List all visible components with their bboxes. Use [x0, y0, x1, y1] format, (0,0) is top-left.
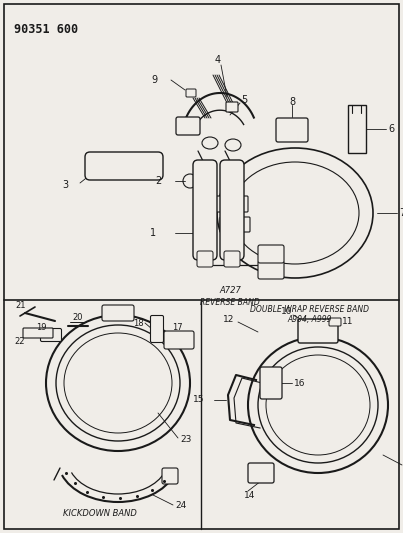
- FancyBboxPatch shape: [176, 117, 200, 135]
- Ellipse shape: [46, 315, 190, 451]
- Ellipse shape: [266, 379, 276, 387]
- FancyBboxPatch shape: [258, 261, 284, 279]
- FancyBboxPatch shape: [193, 160, 217, 260]
- Text: 23: 23: [180, 435, 191, 445]
- Ellipse shape: [225, 139, 241, 151]
- Text: REVERSE BAND: REVERSE BAND: [200, 298, 260, 307]
- FancyBboxPatch shape: [276, 118, 308, 142]
- Text: 21: 21: [15, 302, 25, 311]
- Text: 8: 8: [289, 97, 295, 107]
- FancyBboxPatch shape: [220, 160, 244, 260]
- Ellipse shape: [231, 162, 359, 264]
- Text: 11: 11: [342, 318, 353, 327]
- Text: 15: 15: [193, 395, 204, 405]
- FancyBboxPatch shape: [220, 217, 250, 232]
- FancyBboxPatch shape: [248, 463, 274, 483]
- Text: DOUBLE WRAP REVERSE BAND
A904, A999: DOUBLE WRAP REVERSE BAND A904, A999: [251, 305, 370, 325]
- Ellipse shape: [199, 179, 211, 195]
- Text: 9: 9: [151, 75, 157, 85]
- Bar: [348, 105, 366, 153]
- Ellipse shape: [56, 325, 180, 441]
- FancyBboxPatch shape: [329, 318, 341, 326]
- Text: 90351 600: 90351 600: [14, 23, 78, 36]
- Text: 20: 20: [72, 313, 83, 322]
- Ellipse shape: [202, 137, 218, 149]
- Text: 3: 3: [62, 180, 68, 190]
- Ellipse shape: [217, 148, 373, 278]
- FancyBboxPatch shape: [298, 319, 338, 343]
- Text: 1: 1: [150, 228, 156, 238]
- FancyBboxPatch shape: [260, 367, 282, 399]
- Text: 7: 7: [399, 208, 403, 218]
- FancyBboxPatch shape: [224, 251, 240, 267]
- Ellipse shape: [312, 328, 324, 338]
- FancyBboxPatch shape: [186, 89, 196, 97]
- FancyBboxPatch shape: [102, 305, 134, 321]
- FancyBboxPatch shape: [150, 316, 164, 343]
- Text: 14: 14: [244, 490, 256, 499]
- Ellipse shape: [258, 347, 378, 463]
- FancyBboxPatch shape: [226, 102, 238, 112]
- Ellipse shape: [64, 333, 172, 433]
- Text: 10: 10: [280, 308, 292, 317]
- Text: 24: 24: [175, 502, 186, 511]
- Ellipse shape: [248, 337, 388, 473]
- Ellipse shape: [226, 179, 238, 195]
- FancyBboxPatch shape: [85, 152, 163, 180]
- FancyBboxPatch shape: [216, 196, 248, 212]
- Text: 16: 16: [294, 378, 305, 387]
- FancyBboxPatch shape: [258, 245, 284, 263]
- Text: 18: 18: [133, 319, 143, 327]
- Text: A727: A727: [219, 286, 241, 295]
- Ellipse shape: [183, 174, 197, 188]
- Ellipse shape: [226, 225, 238, 241]
- Text: 19: 19: [36, 322, 46, 332]
- Ellipse shape: [266, 355, 370, 455]
- Text: 17: 17: [172, 324, 183, 333]
- Text: 22: 22: [14, 336, 25, 345]
- Text: KICKDOWN BAND: KICKDOWN BAND: [63, 509, 137, 518]
- Ellipse shape: [199, 225, 211, 241]
- FancyBboxPatch shape: [162, 468, 178, 484]
- Text: 4: 4: [215, 55, 221, 65]
- FancyBboxPatch shape: [164, 331, 194, 349]
- Text: 2: 2: [155, 176, 161, 186]
- Text: 5: 5: [241, 95, 247, 105]
- Ellipse shape: [285, 125, 299, 135]
- Text: 12: 12: [222, 314, 234, 324]
- FancyBboxPatch shape: [197, 251, 213, 267]
- FancyBboxPatch shape: [23, 328, 53, 338]
- FancyBboxPatch shape: [40, 328, 62, 342]
- Text: 6: 6: [388, 124, 394, 134]
